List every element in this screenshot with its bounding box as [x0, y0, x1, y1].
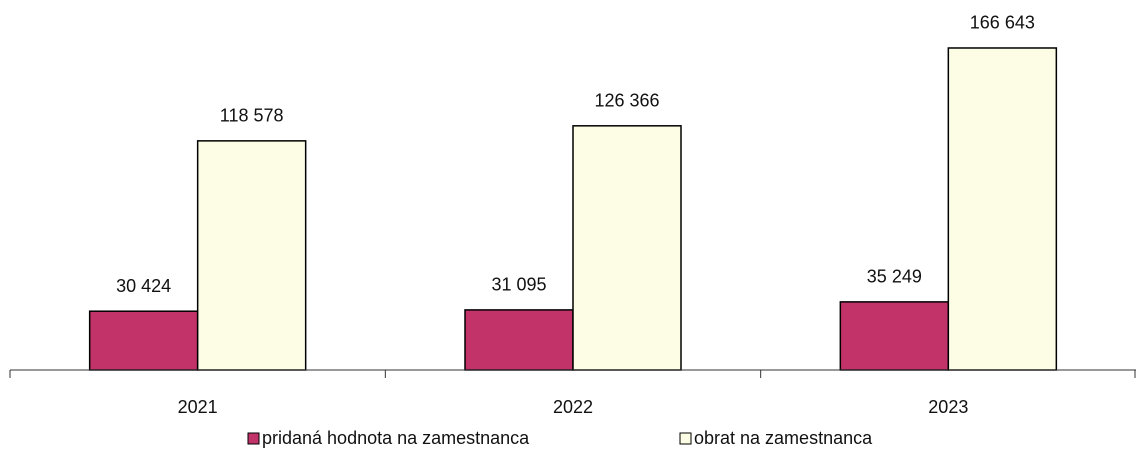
- bar: [839, 301, 950, 371]
- legend-swatch: [679, 432, 692, 445]
- x-tick-label: 2022: [553, 397, 593, 417]
- value-label: 31 095: [491, 275, 546, 295]
- bar: [572, 125, 682, 371]
- legend-label: obrat na zamestnanca: [694, 428, 873, 448]
- bar: [196, 140, 307, 371]
- value-label: 35 249: [867, 267, 922, 287]
- bar: [88, 310, 199, 371]
- legend-swatch: [247, 432, 260, 445]
- legend-label: pridaná hodnota na zamestnanca: [262, 428, 530, 448]
- x-tick-label: 2023: [928, 397, 968, 417]
- value-label: 166 643: [970, 13, 1035, 33]
- value-label: 118 578: [220, 106, 284, 126]
- bar: [947, 47, 1058, 371]
- bar: [464, 309, 574, 371]
- x-tick-label: 2021: [178, 397, 218, 417]
- value-label: 30 424: [116, 276, 171, 296]
- value-label: 126 366: [594, 91, 659, 111]
